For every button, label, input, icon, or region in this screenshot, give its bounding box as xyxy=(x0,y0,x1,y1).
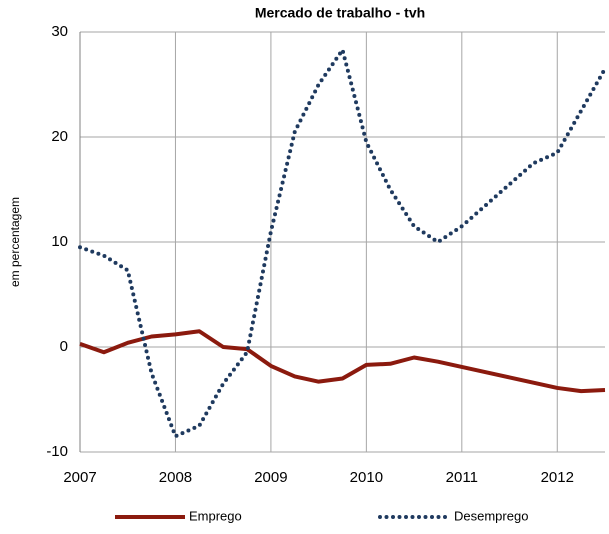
x-tick-label: 2007 xyxy=(63,469,96,486)
chart-title: Mercado de trabalho - tvh xyxy=(255,5,425,21)
y-tick-label: 0 xyxy=(60,338,68,355)
legend-label: Emprego xyxy=(189,508,242,523)
y-tick-label: 10 xyxy=(51,233,68,250)
x-tick-label: 2011 xyxy=(446,469,478,486)
legend-label: Desemprego xyxy=(454,508,528,523)
y-tick-label: 30 xyxy=(51,23,68,40)
x-tick-label: 2008 xyxy=(159,469,192,486)
x-tick-label: 2009 xyxy=(254,469,287,486)
y-axis-label: em percentagem xyxy=(8,197,22,287)
x-tick-label: 2012 xyxy=(541,469,574,486)
x-tick-label: 2010 xyxy=(350,469,383,486)
series-line xyxy=(79,329,606,394)
y-tick-label: 20 xyxy=(51,128,68,145)
y-tick-label: -10 xyxy=(46,443,68,460)
